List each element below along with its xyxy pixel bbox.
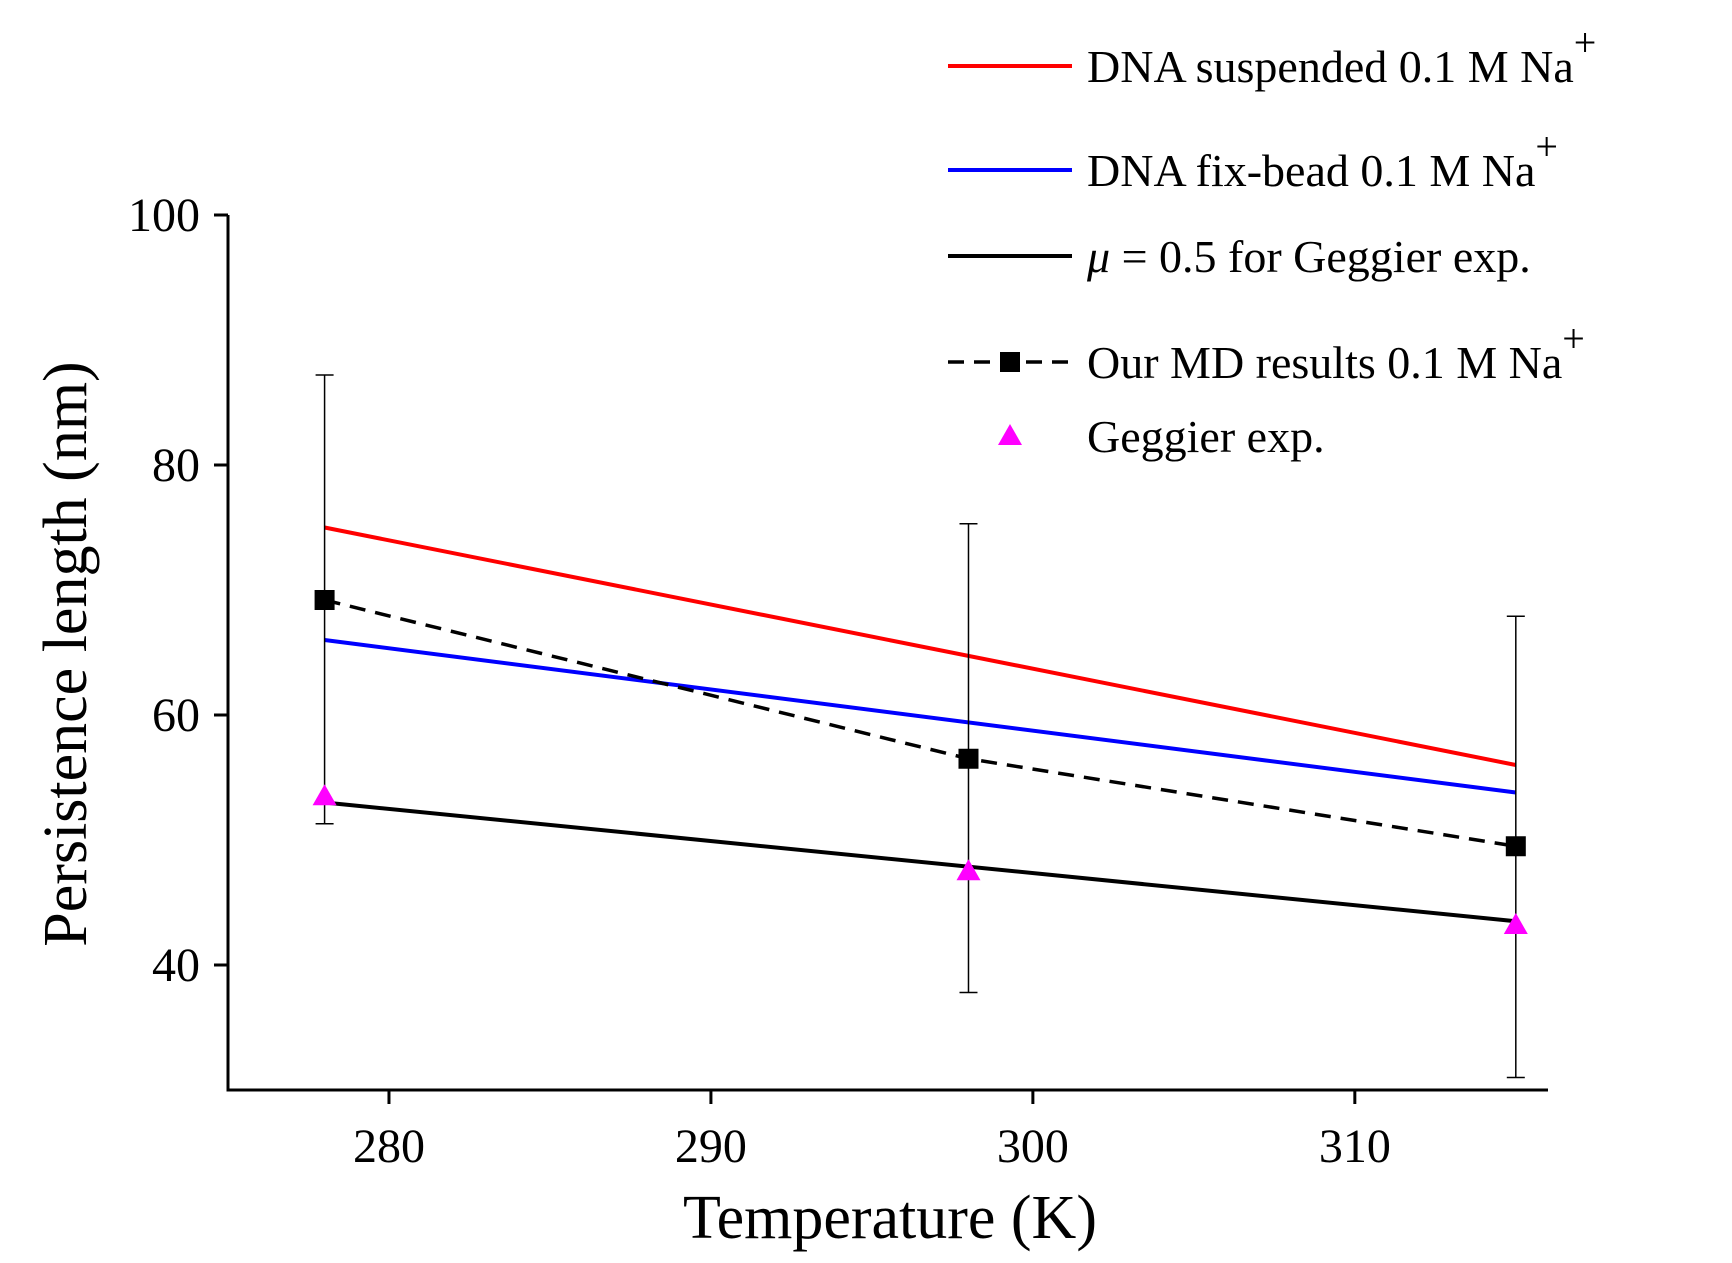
series-line-1 xyxy=(324,638,1517,795)
legend-label-text: = 0.5 for Geggier exp. xyxy=(1110,231,1531,282)
geggier-triangle-point xyxy=(1503,913,1528,934)
legend-entry-1: DNA fix-bead 0.1 M Na+ xyxy=(948,124,1558,196)
x-tick-label: 290 xyxy=(675,1120,747,1173)
legend-label-superscript: + xyxy=(1562,316,1585,361)
legend-label-text: Our MD results 0.1 M Na xyxy=(1087,337,1562,388)
y-tick-label: 80 xyxy=(152,439,200,492)
y-axis-title: Persistence length (nm) xyxy=(32,361,100,946)
plot-marks xyxy=(312,374,1528,1079)
legend-entry-0: DNA suspended 0.1 M Na+ xyxy=(948,20,1596,92)
legend-label: DNA fix-bead 0.1 M Na+ xyxy=(1087,124,1558,196)
legend-square-marker xyxy=(1000,352,1020,372)
legend-label-text: DNA suspended 0.1 M Na xyxy=(1087,41,1574,92)
x-tick-label: 280 xyxy=(353,1120,425,1173)
legend-triangle-marker xyxy=(998,424,1022,445)
legend-label-text: Geggier exp. xyxy=(1087,411,1325,462)
y-tick-label: 60 xyxy=(152,689,200,742)
legend-label-superscript: + xyxy=(1574,20,1597,65)
legend-label: μ = 0.5 for Geggier exp. xyxy=(1086,231,1531,282)
x-tick-label: 310 xyxy=(1319,1120,1391,1173)
md-square-point xyxy=(1505,836,1526,857)
axes xyxy=(214,213,1548,1104)
series-line-md-dashed xyxy=(324,598,1517,848)
md-square-point xyxy=(314,590,335,610)
geggier-triangle-point xyxy=(956,859,981,881)
legend-label-symbol: μ xyxy=(1086,231,1110,282)
legend-label-superscript: + xyxy=(1535,124,1558,169)
series-line-2 xyxy=(324,800,1517,924)
x-axis-title: Temperature (K) xyxy=(683,1184,1097,1252)
legend-label-text: DNA fix-bead 0.1 M Na xyxy=(1087,145,1535,196)
md-square-point xyxy=(958,748,979,769)
y-tick-label: 100 xyxy=(128,189,200,242)
legend-entry-3: Our MD results 0.1 M Na+ xyxy=(948,316,1585,388)
legend-label: DNA suspended 0.1 M Na+ xyxy=(1087,20,1596,92)
x-tick-label: 300 xyxy=(997,1120,1069,1173)
series-line-0 xyxy=(324,525,1517,767)
legend-entry-2: μ = 0.5 for Geggier exp. xyxy=(948,231,1531,282)
legend-label: Our MD results 0.1 M Na+ xyxy=(1087,316,1585,388)
tick-labels: 280 290 300 310 40 60 80 100 xyxy=(128,189,1391,1173)
geggier-triangle-point xyxy=(312,784,337,806)
y-tick-label: 40 xyxy=(152,939,200,992)
legend-label: Geggier exp. xyxy=(1087,411,1325,462)
legend: DNA suspended 0.1 M Na+DNA fix-bead 0.1 … xyxy=(948,20,1596,462)
legend-entry-4: Geggier exp. xyxy=(998,411,1325,462)
